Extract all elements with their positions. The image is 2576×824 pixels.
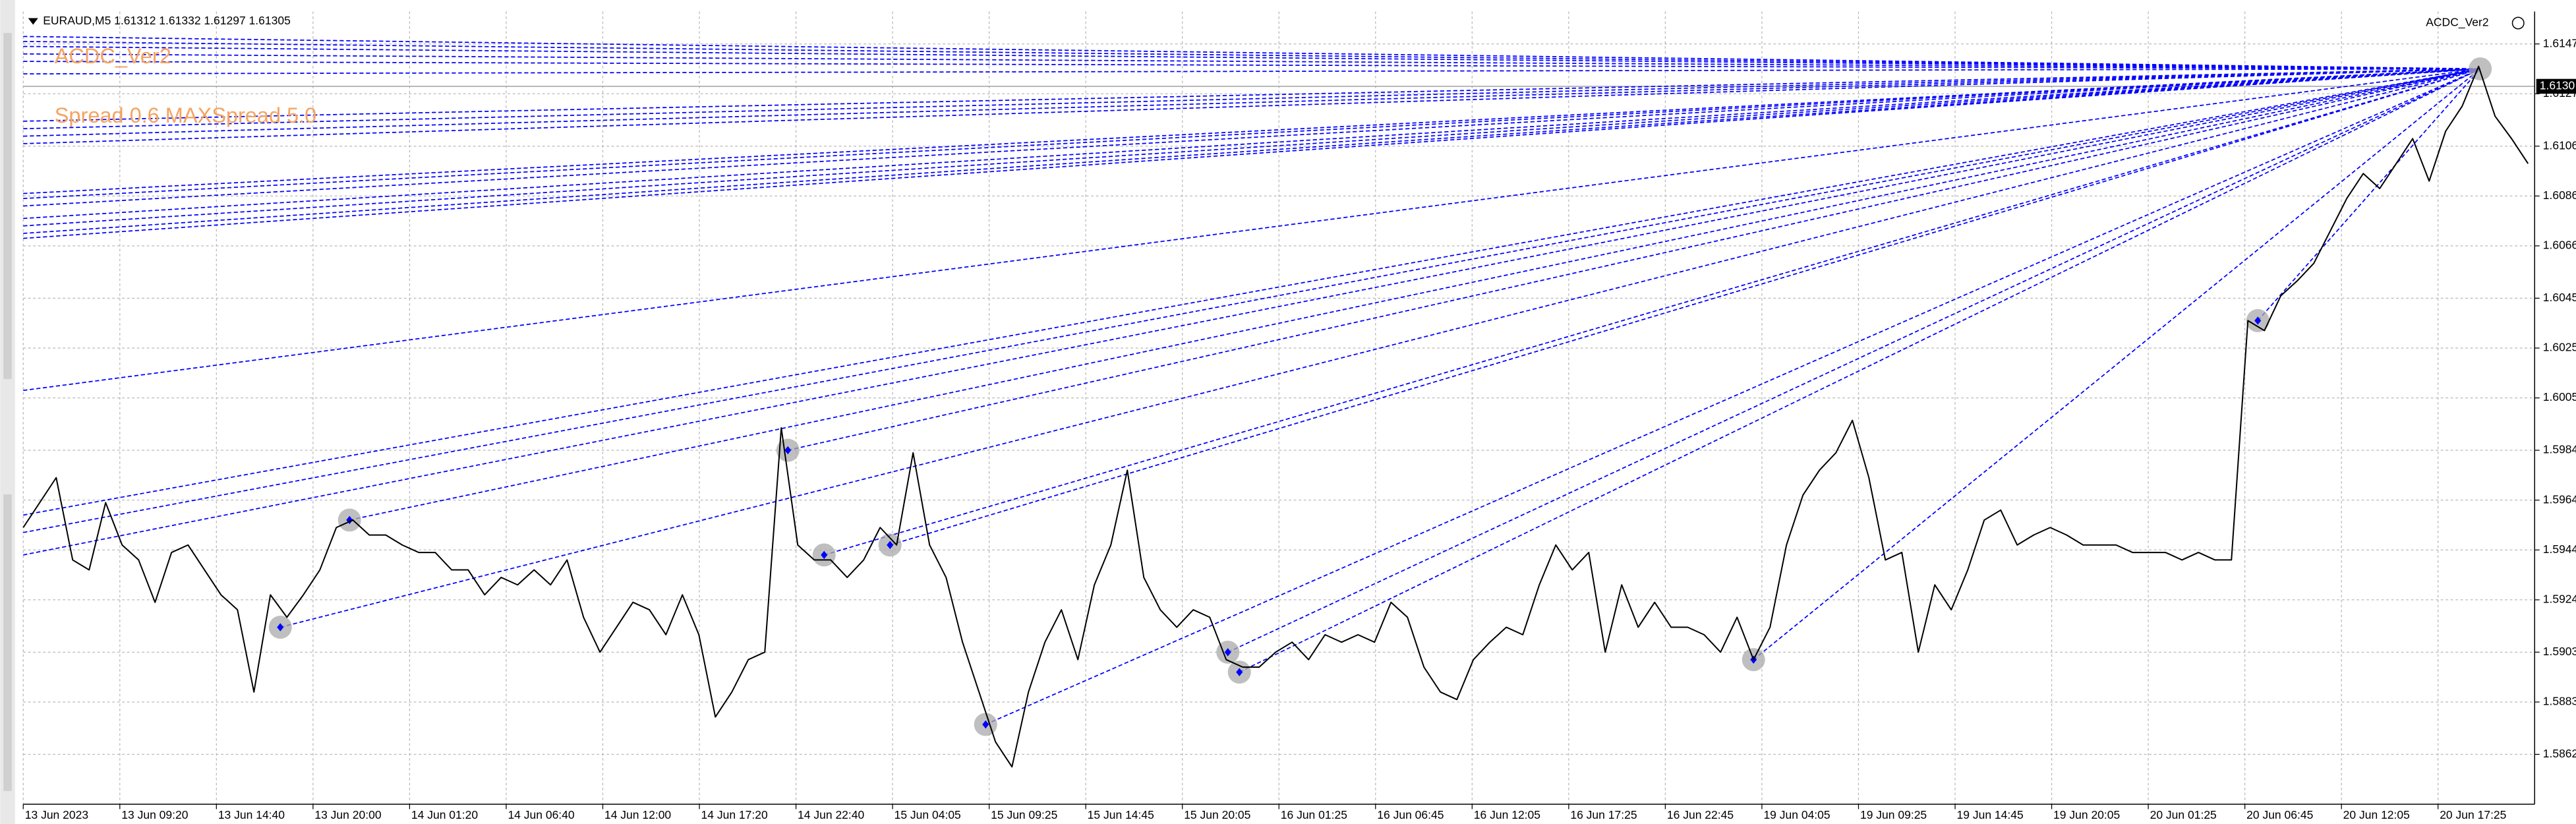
x-tick-label: 20 Jun 01:25 [2150, 808, 2217, 821]
x-tick-label: 15 Jun 04:05 [894, 808, 961, 821]
toolbar-strip [3, 494, 12, 791]
axes: 1.61471.61271.61061.60861.60661.60451.60… [22, 36, 2576, 821]
x-tick-label: 13 Jun 14:40 [218, 808, 285, 821]
trade-arrow [821, 550, 828, 560]
trade-arrow [982, 720, 989, 729]
trade-line [23, 68, 2480, 556]
trade-line [23, 41, 2480, 70]
trade-close-marker [2469, 57, 2492, 80]
toolbar-strip [3, 33, 12, 379]
spread-info: Spread 0.6 MAXSpread 5.0 [55, 103, 316, 127]
trade-line [23, 61, 2480, 70]
trade-line [23, 68, 2480, 207]
trade-line [23, 68, 2480, 533]
grid [22, 11, 2535, 804]
price-axis-area [2534, 0, 2576, 824]
x-tick-label: 19 Jun 14:45 [1957, 808, 2024, 821]
y-tick-label: 1.5883 [2543, 695, 2576, 708]
x-tick-label: 16 Jun 22:45 [1667, 808, 1734, 821]
last-price-label: 1.6130 [2540, 79, 2575, 92]
y-tick-label: 1.6066 [2543, 239, 2576, 252]
y-tick-label: 1.5984 [2543, 443, 2576, 456]
x-tick-label: 19 Jun 04:05 [1763, 808, 1830, 821]
x-tick-label: 13 Jun 09:20 [121, 808, 188, 821]
symbol-info: EURAUD,M5 1.61312 1.61332 1.61297 1.6130… [43, 14, 291, 27]
y-tick-label: 1.6086 [2543, 189, 2576, 202]
x-tick-label: 19 Jun 09:25 [1860, 808, 1927, 821]
trade-line [824, 68, 2480, 556]
series [22, 65, 2529, 768]
trade-arrow [277, 623, 284, 632]
trade-line [23, 68, 2480, 239]
trade-arrow [784, 446, 792, 455]
y-tick-label: 1.6106 [2543, 138, 2576, 152]
trade-line [23, 68, 2480, 392]
trade-line [23, 68, 2480, 137]
x-tick-label: 16 Jun 12:05 [1474, 808, 1540, 821]
x-tick-label: 20 Jun 12:05 [2343, 808, 2410, 821]
price-line [22, 65, 2529, 768]
trade-line [23, 68, 2480, 227]
trade-line [23, 68, 2480, 122]
expert-badge: ACDC_Ver2 [2426, 16, 2488, 30]
x-tick-label: 14 Jun 17:20 [701, 808, 768, 821]
y-tick-label: 1.5944 [2543, 543, 2576, 556]
trade-line [349, 68, 2480, 521]
x-tick-label: 15 Jun 14:45 [1088, 808, 1154, 821]
x-tick-label: 15 Jun 20:05 [1184, 808, 1250, 821]
trade-line [23, 68, 2480, 194]
x-tick-label: 19 Jun 20:05 [2053, 808, 2120, 821]
trade-arrow [2254, 316, 2262, 325]
y-tick-label: 1.6147 [2543, 36, 2576, 49]
x-tick-label: 16 Jun 06:45 [1377, 808, 1444, 821]
x-tick-label: 20 Jun 06:45 [2246, 808, 2313, 821]
trade-line [23, 45, 2480, 70]
x-tick-label: 14 Jun 01:20 [411, 808, 478, 821]
trade-arrow [1236, 668, 1243, 676]
trade-line [23, 68, 2480, 199]
trade-line [788, 68, 2480, 451]
expert-smiley[interactable] [2511, 16, 2525, 30]
x-tick-label: 13 Jun 20:00 [314, 808, 381, 821]
trade-arrow [1224, 648, 1231, 657]
trade-line [1239, 68, 2481, 673]
menu-arrow[interactable] [28, 18, 38, 25]
x-tick-label: 16 Jun 01:25 [1281, 808, 1347, 821]
expert-title: ACDC_Ver2 [55, 44, 171, 68]
trade-line [23, 68, 2480, 74]
x-tick-label: 14 Jun 12:00 [604, 808, 671, 821]
trade-line [23, 68, 2480, 144]
trade-line [23, 36, 2480, 70]
x-tick-label: 16 Jun 17:25 [1570, 808, 1637, 821]
y-tick-label: 1.5862 [2543, 747, 2576, 760]
trade-line [23, 68, 2480, 220]
trade-line [2257, 68, 2481, 321]
y-tick-label: 1.5903 [2543, 645, 2576, 658]
trade-line [23, 68, 2480, 234]
x-tick-label: 20 Jun 17:25 [2440, 808, 2506, 821]
y-tick-label: 1.5964 [2543, 492, 2576, 506]
x-tick-label: 14 Jun 22:40 [798, 808, 864, 821]
trade-arrow [887, 541, 894, 549]
trade-line [23, 68, 2480, 516]
trade-line [280, 68, 2480, 628]
y-tick-label: 1.6045 [2543, 291, 2576, 304]
trade-line [23, 68, 2480, 130]
x-tick-label: 13 Jun 2023 [25, 808, 88, 821]
trade-line [23, 53, 2480, 70]
y-tick-label: 1.5924 [2543, 593, 2576, 606]
x-tick-label: 15 Jun 09:25 [991, 808, 1057, 821]
y-tick-label: 1.6005 [2543, 390, 2576, 403]
trade-line [985, 68, 2481, 725]
x-tick-label: 14 Jun 06:40 [508, 808, 574, 821]
y-tick-label: 1.6025 [2543, 341, 2576, 354]
trade-line [1753, 68, 2481, 661]
trades [23, 36, 2492, 736]
last-price-box [2536, 78, 2576, 94]
